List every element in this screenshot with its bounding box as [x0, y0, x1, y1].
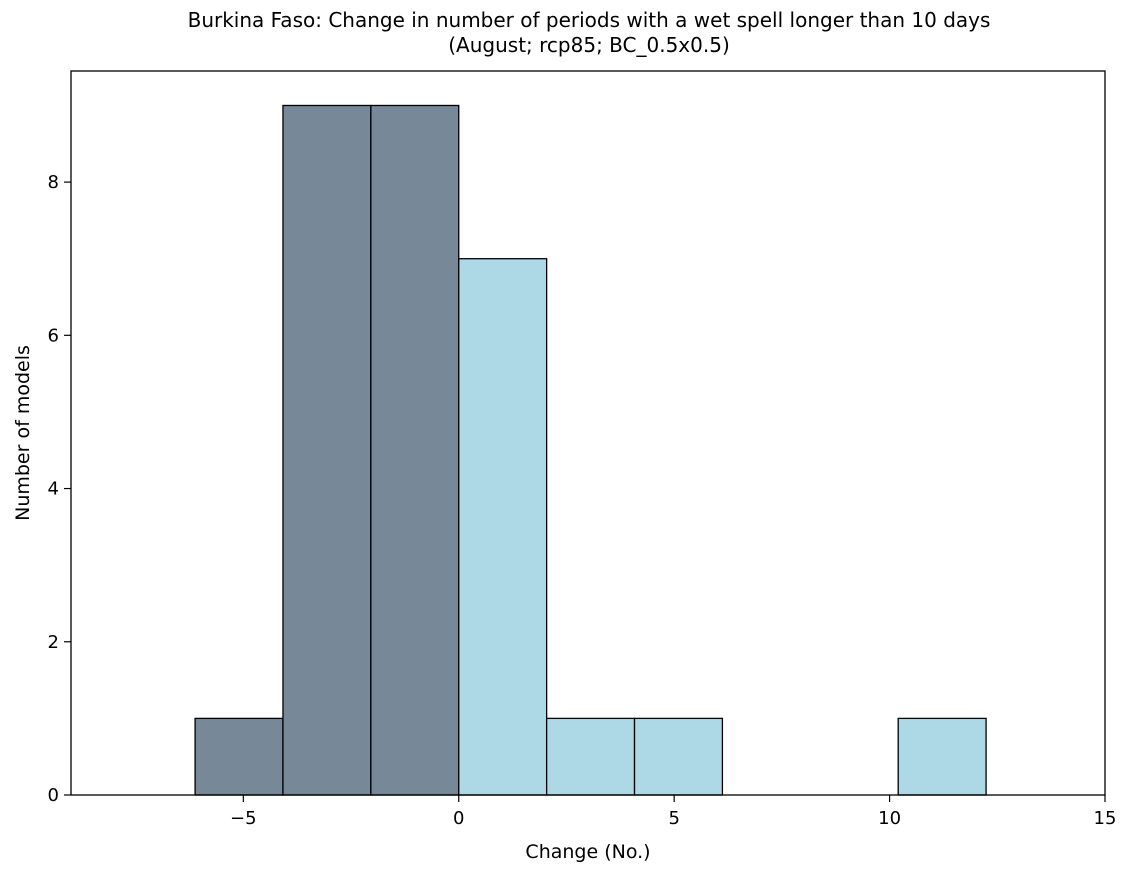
y-tick-label: 2 — [48, 632, 59, 653]
histogram-bars — [194, 104, 987, 796]
y-tick-label: 6 — [48, 325, 59, 346]
y-axis-label: Number of models — [12, 345, 34, 521]
x-axis-label: Change (No.) — [525, 841, 650, 863]
x-tick-label: −5 — [230, 808, 257, 829]
y-tick-label: 4 — [48, 479, 59, 500]
y-tick-label: 0 — [48, 785, 59, 806]
chart-subtitle: (August; rcp85; BC_0.5x0.5) — [448, 33, 730, 57]
x-tick-label: 5 — [668, 808, 679, 829]
x-tick-label: 10 — [878, 808, 901, 829]
histogram-bar — [194, 717, 284, 796]
plot-area-frame — [70, 70, 1106, 796]
chart-title: Burkina Faso: Change in number of period… — [188, 8, 991, 32]
x-tick-label: 15 — [1094, 808, 1117, 829]
x-tick-label: 0 — [453, 808, 464, 829]
histogram-bar — [370, 104, 460, 796]
histogram-bar — [458, 258, 548, 796]
y-axis: 0 2 4 6 8 — [48, 172, 71, 806]
y-tick-label: 8 — [48, 172, 59, 193]
histogram-bar — [897, 717, 987, 796]
histogram-bar — [633, 717, 724, 796]
histogram-bar — [545, 717, 636, 796]
x-axis: −5 0 5 10 15 — [230, 795, 1116, 829]
histogram-bar — [282, 104, 372, 796]
